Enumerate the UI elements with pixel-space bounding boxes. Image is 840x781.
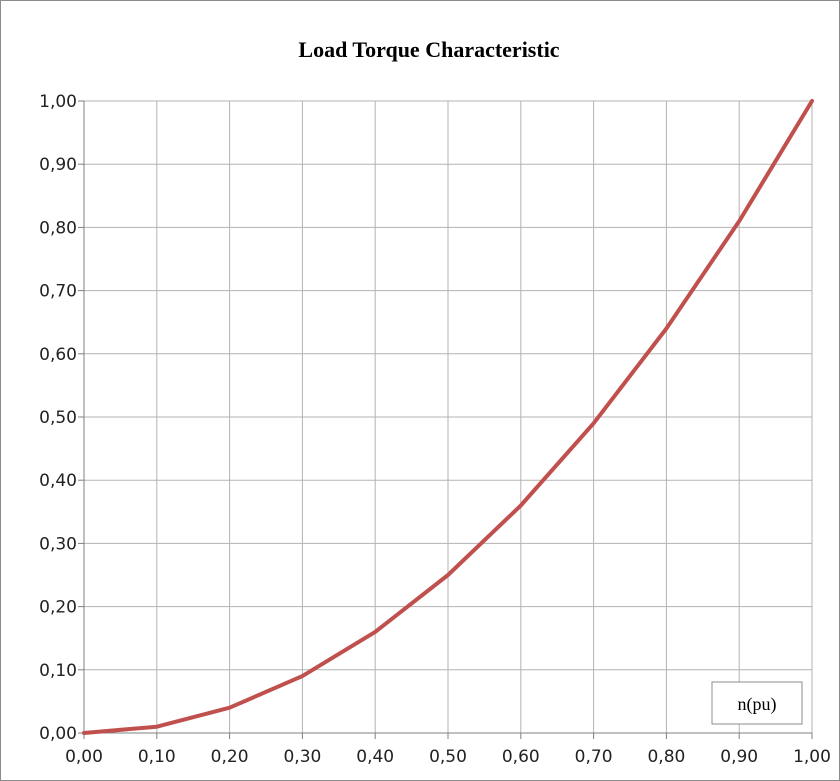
axes	[78, 100, 813, 739]
x-tick-label: 0,00	[65, 747, 103, 767]
x-tick-label: 0,40	[356, 747, 394, 767]
x-tick-label: 0,10	[138, 747, 176, 767]
y-tick-label: 0,90	[39, 155, 77, 175]
y-tick-label: 0,10	[39, 661, 77, 681]
y-tick-label: 0,20	[39, 598, 77, 618]
x-tick-label: 0,30	[283, 747, 321, 767]
chart-title: Load Torque Characteristic	[298, 37, 559, 62]
y-tick-label: 0,50	[39, 408, 77, 428]
x-axis-ticks: 0,00 0,10 0,20 0,30 0,40 0,50 0,60 0,70 0,80 0,90…	[65, 747, 831, 767]
series-lines	[82, 99, 814, 735]
x-tick-label: 0,80	[647, 747, 685, 767]
y-tick-label: 0,00	[39, 724, 77, 744]
x-tick-label: 0,70	[575, 747, 613, 767]
grid-lines	[84, 100, 813, 733]
x-tick-label: 0,20	[211, 747, 249, 767]
y-tick-label: 0,30	[39, 534, 77, 554]
y-tick-label: 0,80	[39, 218, 77, 238]
x-tick-label: 0,60	[502, 747, 540, 767]
legend-box	[711, 681, 803, 725]
y-axis-ticks: 0,00 0,10 0,20 0,30 0,40 0,50 0,60 0,70 0,80 0,90…	[39, 92, 77, 744]
y-tick-label: 1,00	[39, 92, 77, 112]
x-tick-label: 1,00	[793, 747, 831, 767]
y-tick-label: 0,40	[39, 471, 77, 491]
series-line	[82, 99, 814, 735]
legend-entry-label: n(pu)	[738, 694, 777, 715]
y-tick-label: 0,60	[39, 345, 77, 365]
legend: n(pu)	[711, 681, 803, 725]
x-tick-label: 0,50	[429, 747, 467, 767]
y-tick-label: 0,70	[39, 282, 77, 302]
x-tick-label: 0,90	[720, 747, 758, 767]
